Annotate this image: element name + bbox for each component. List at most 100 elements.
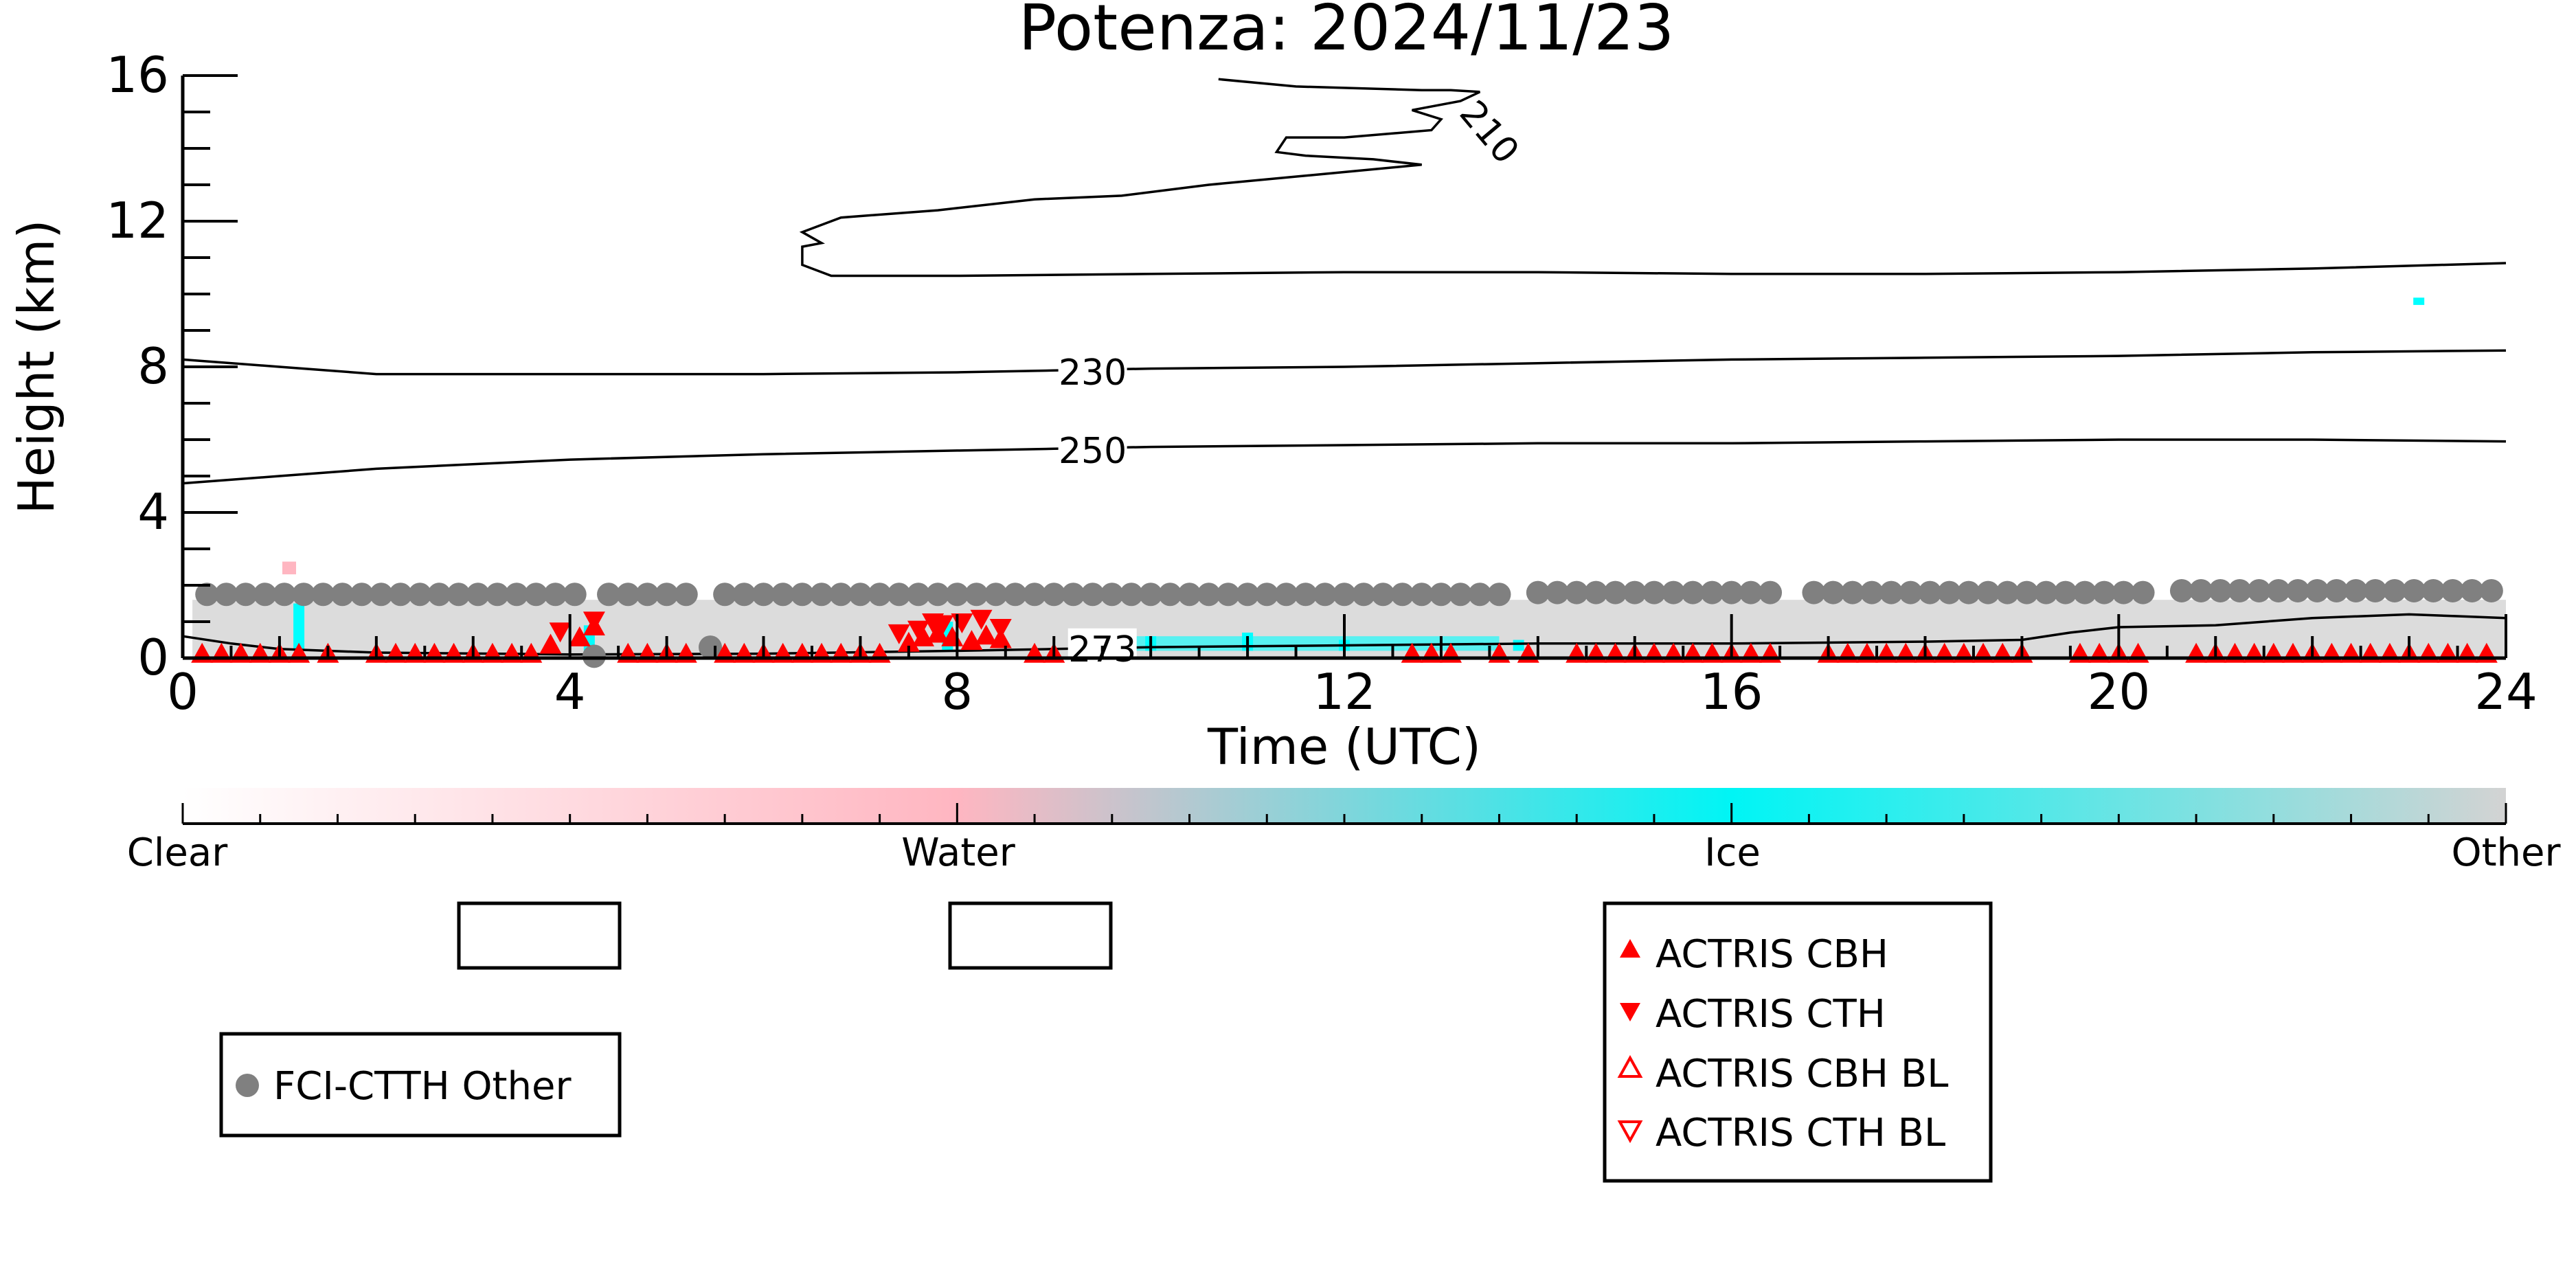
fci-ctth-point [1429,583,1453,607]
fci-ctth-point [1584,580,1608,605]
fci-ctth-point [848,583,872,607]
fci-ctth-point [1918,580,1942,605]
fci-ctth-point [1081,583,1105,607]
cloud-mask-water [282,561,297,575]
actris-cbh-point [539,633,562,654]
isotherm-line [182,438,2507,485]
fci-ctth-point [1662,580,1686,605]
fci-ctth-point [2402,578,2426,602]
fci-ctth-point [2131,580,2155,605]
fci-ctth-point [1526,580,1550,605]
fci-ctth-point [1937,580,1961,605]
actris-cbh-point [897,631,920,652]
fci-ctth-point [466,583,490,607]
fci-ctth-point [1719,580,1743,605]
fci-ctth-point [1158,583,1182,607]
fci-ctth-point [1197,583,1221,607]
empty-legend-box [457,901,622,970]
isotherm-line [799,78,2507,278]
fci-ctth-point [1468,583,1492,607]
actris-cth-point [907,620,929,641]
fci-ctth-point [732,583,756,607]
fci-ctth-point [1119,583,1143,607]
x-axis-label: Time (UTC) [1207,718,1481,776]
fci-ctth-point [984,583,1008,607]
chart-title: Potenza: 2024/11/23 [1019,0,1675,65]
fci-ctth-point [945,583,969,607]
colorbar-label-other: Other [2451,831,2561,875]
fci-ctth-point [1802,580,1826,605]
fci-ctth-point [1177,583,1201,607]
fci-ctth-point [1352,583,1376,607]
fci-ctth-point [1061,583,1085,607]
fci-ctth-point [505,583,529,607]
fci-ctth-point [292,583,316,607]
fci-ctth-point [2305,578,2329,602]
fci-ctth-point [485,583,509,607]
fci-ctth-point [1956,580,1980,605]
fci-legend: FCI-CTTH Other [219,1032,622,1138]
fci-legend-frame [219,1032,622,1138]
isotherm-line [182,349,2507,376]
fci-ctth-point [408,583,432,607]
colorbar-label-water: Water [901,831,1016,875]
fci-ctth-point [810,583,834,607]
fci-ctth-point [868,583,892,607]
fci-ctth-point [964,583,988,607]
fci-ctth-point [674,583,698,607]
isotherm-label: 230 [1059,352,1127,394]
fci-ctth-point [635,583,659,607]
fci-ctth-point [1371,583,1395,607]
fci-ctth-point [2479,578,2503,602]
fci-ctth-point [597,583,621,607]
fci-ctth-point [234,583,258,607]
fci-ctth-point [1333,583,1356,607]
actris-legend-label: ACTRIS CBH [1656,932,1888,977]
isotherm-label-bg [1455,111,1524,150]
fci-ctth-point [616,583,640,607]
actris-cbh-bl-legend-marker [1617,1054,1643,1078]
fci-ctth-point [563,583,587,607]
fci-legend-label: FCI-CTTH Other [273,1064,572,1109]
isotherm-label-bg [1058,351,1127,390]
fci-ctth-point [655,583,679,607]
actris-legend-label: ACTRIS CTH BL [1656,1111,1945,1155]
fci-ctth-point [887,583,911,607]
y-tick-label: 8 [137,337,169,395]
fci-ctth-point [447,583,471,607]
fci-ctth-point [1565,580,1589,605]
fci-ctth-point [195,583,219,607]
fci-ctth-point [582,644,606,668]
fci-ctth-point [2053,580,2077,605]
fci-legend-marker [236,1074,259,1097]
fci-ctth-point [1821,580,1845,605]
actris-cth-point [931,615,954,635]
actris-cth-point [583,611,605,632]
y-tick-label: 4 [137,483,169,541]
fci-ctth-point [2286,578,2310,602]
fci-ctth-point [2228,578,2252,602]
fci-ctth-point [1410,583,1434,607]
actris-cth-point [989,618,1012,639]
actris-cbh-point [568,626,591,646]
fci-ctth-point [1642,580,1666,605]
fci-ctth-point [1681,580,1705,605]
fci-ctth-point [369,583,393,607]
empty-legend-box [948,901,1113,970]
actris-cbh-legend-marker [1620,939,1640,958]
fci-ctth-point [2460,578,2484,602]
colorbar-label-ice: Ice [1704,831,1761,875]
fci-ctth-point [829,583,853,607]
fci-ctth-point [2266,578,2290,602]
fci-ctth-point [1623,580,1647,605]
fci-ctth-point [771,583,795,607]
fci-ctth-point [1996,580,2020,605]
fci-ctth-point [1274,583,1298,607]
fci-ctth-point [1879,580,1903,605]
fci-ctth-point [524,583,548,607]
fci-ctth-point [2441,578,2465,602]
fci-ctth-point [1139,583,1163,607]
fci-ctth-point [2208,578,2233,602]
x-tick-label: 12 [1313,663,1376,721]
